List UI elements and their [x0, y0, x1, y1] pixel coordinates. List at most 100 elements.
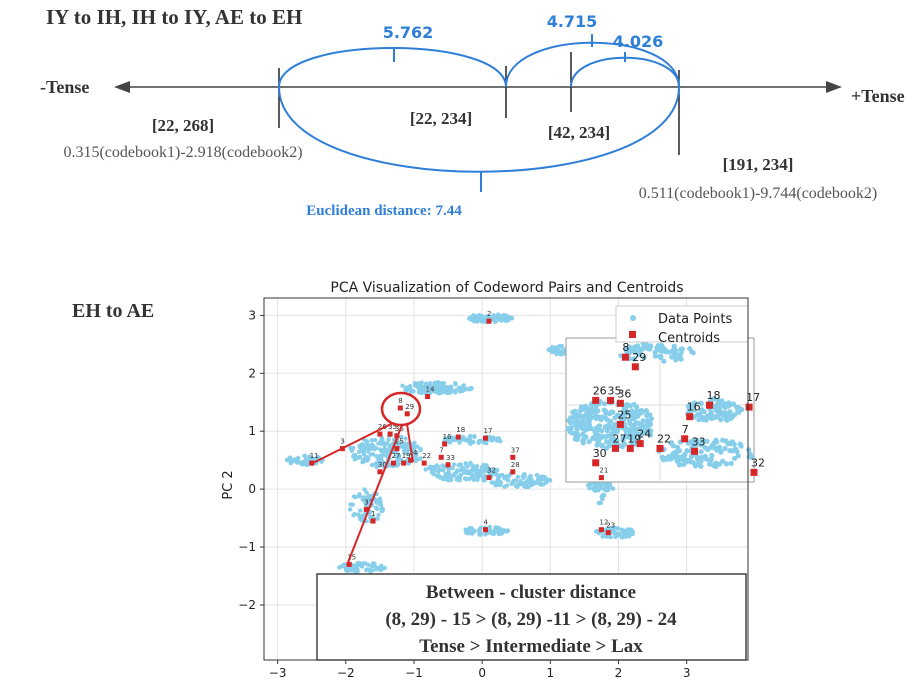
inset-data-point [727, 441, 733, 447]
range-22-268: [22, 268] [152, 116, 214, 135]
inset-data-point [714, 447, 720, 453]
data-point [415, 457, 420, 462]
data-point [432, 387, 437, 392]
data-point [384, 454, 389, 459]
data-point [357, 454, 362, 460]
centroid-label: 12 [599, 519, 608, 527]
inset-data-point [690, 443, 697, 449]
inset-data-point [728, 460, 734, 466]
data-point [400, 383, 405, 388]
inset-data-point [676, 462, 683, 468]
data-point [427, 381, 433, 386]
section-label-eh-ae: EH to AE [72, 300, 154, 322]
centroid-label: 17 [484, 427, 493, 435]
data-point [547, 347, 552, 353]
data-point [455, 469, 460, 474]
centroid-label: 21 [599, 467, 608, 475]
inset-data-point [579, 425, 585, 431]
data-point [456, 463, 461, 468]
highlight-circle-8-29 [380, 391, 422, 427]
inset-data-point [628, 429, 634, 435]
y-tick-label: −1 [238, 540, 256, 554]
centroid-label: 4 [484, 519, 489, 527]
centroid-label: 32 [487, 467, 496, 475]
inset-data-point [739, 407, 745, 413]
centroid-marker [404, 411, 410, 417]
data-point [419, 384, 424, 389]
data-point [403, 436, 408, 441]
centroid-label: 30 [378, 461, 387, 469]
data-point [373, 567, 378, 572]
data-point [348, 445, 353, 451]
data-point [377, 463, 382, 468]
centroid-marker [346, 561, 352, 567]
data-point [498, 439, 503, 444]
centroid-label: 22 [422, 452, 431, 460]
centroid-marker [397, 405, 403, 411]
centroid-label: 8 [398, 397, 402, 405]
data-point [381, 448, 386, 453]
data-point [375, 516, 380, 521]
data-point [450, 466, 455, 471]
data-point [482, 316, 487, 321]
data-point [628, 530, 634, 535]
data-point [469, 527, 475, 532]
inset-data-point [693, 439, 699, 445]
data-point [468, 441, 473, 446]
data-point [448, 477, 454, 483]
data-point [373, 505, 379, 510]
centroid-label: 16 [443, 433, 452, 441]
data-point [461, 435, 466, 440]
inset-centroid-marker [636, 440, 644, 448]
data-point [418, 448, 423, 453]
centroid-label: 27 [392, 452, 401, 460]
inset-data-point [631, 356, 637, 362]
inset-centroid-label: 35 [608, 384, 622, 397]
data-point [352, 511, 357, 517]
inset-data-point [652, 349, 658, 355]
centroid-marker [421, 460, 427, 466]
data-point [299, 461, 304, 466]
data-point [502, 484, 507, 489]
inset-data-point [673, 356, 679, 362]
inset-data-point [637, 408, 643, 414]
inset-centroid-label: 16 [687, 401, 701, 414]
connector-to-24 [406, 423, 414, 463]
chart-title: PCA Visualization of Codeword Pairs and … [330, 280, 683, 296]
inset-data-point [698, 449, 704, 455]
data-point [412, 440, 417, 445]
centroid-marker [486, 475, 492, 481]
data-point [434, 463, 440, 468]
inset-data-point [610, 409, 616, 415]
inset-centroid-label: 32 [751, 456, 765, 469]
data-point [554, 351, 559, 357]
data-point [364, 490, 369, 495]
data-point [351, 494, 357, 499]
y-tick-label: 0 [248, 482, 256, 496]
data-point [438, 467, 443, 473]
data-point [503, 318, 509, 323]
inset-data-point [575, 433, 581, 439]
data-point [378, 457, 383, 462]
inset-data-point [599, 428, 605, 434]
data-point [458, 472, 464, 477]
data-point [397, 440, 403, 445]
data-point [453, 381, 458, 386]
inset-centroid-marker [631, 363, 639, 371]
inset-data-point [718, 417, 724, 423]
data-point [429, 464, 434, 470]
data-point [416, 387, 422, 392]
data-point [538, 482, 544, 487]
inset-data-point [587, 410, 593, 416]
inset-centroid-label: 17 [746, 391, 760, 404]
inset-data-point [580, 415, 586, 421]
data-point [365, 567, 370, 572]
arc-4026 [570, 56, 680, 88]
inset-data-point [710, 413, 716, 420]
inset-centroid-label: 27 [613, 432, 627, 445]
inset-data-point [731, 441, 737, 447]
data-point [483, 532, 488, 537]
data-point [364, 454, 369, 460]
data-point [360, 442, 365, 447]
inset-data-point [722, 445, 728, 452]
